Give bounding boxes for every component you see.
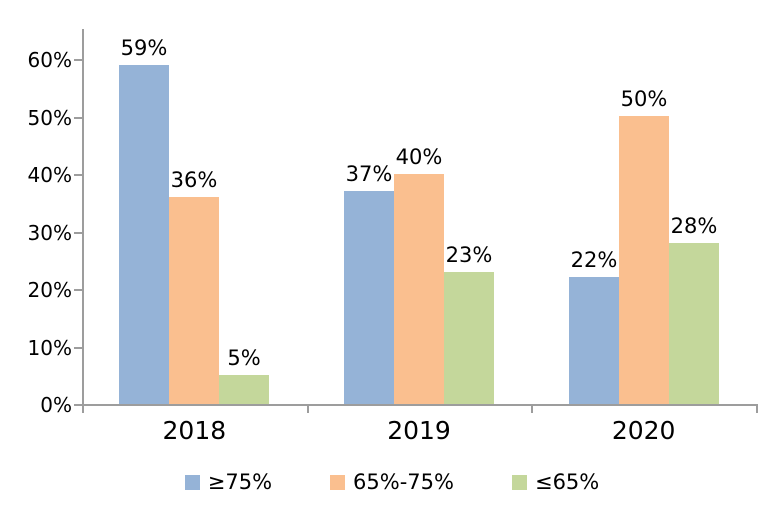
legend-swatch bbox=[330, 474, 346, 490]
legend-item-series2: 65%-75% bbox=[330, 469, 454, 495]
bar-2018-series3 bbox=[219, 375, 269, 404]
y-tick bbox=[74, 404, 82, 406]
y-tick bbox=[74, 116, 82, 119]
x-category-label: 2020 bbox=[611, 416, 676, 445]
x-category-label: 2018 bbox=[162, 416, 227, 445]
bar-value-label: 28% bbox=[670, 214, 718, 238]
legend-swatch bbox=[511, 474, 527, 490]
bar-2018-series2 bbox=[169, 197, 219, 404]
bar-2018-series1 bbox=[119, 65, 169, 404]
y-tick bbox=[74, 59, 82, 61]
y-tick-label: 10% bbox=[27, 335, 72, 360]
y-tick-label: 60% bbox=[27, 48, 72, 72]
x-tick bbox=[306, 404, 309, 413]
bar-value-label: 36% bbox=[170, 168, 218, 192]
y-tick bbox=[74, 346, 82, 349]
legend-label: 65%-75% bbox=[353, 470, 454, 494]
y-tick-label: 30% bbox=[27, 220, 72, 245]
bar-value-label: 22% bbox=[570, 248, 618, 272]
x-axis-line bbox=[82, 404, 758, 406]
bar-value-label: 37% bbox=[345, 162, 393, 186]
y-tick bbox=[74, 174, 82, 176]
bar-value-label: 50% bbox=[620, 87, 668, 111]
bar-2020-series2 bbox=[619, 116, 669, 404]
bar-2020-series3 bbox=[669, 243, 719, 404]
bar-value-label: 5% bbox=[227, 346, 261, 370]
legend: ≥75% 65%-75% ≤65% bbox=[0, 466, 784, 498]
legend-label: ≤65% bbox=[534, 470, 600, 494]
y-tick-label: 0% bbox=[40, 393, 72, 417]
legend-item-series1: ≥75% bbox=[184, 469, 273, 495]
bar-2019-series2 bbox=[394, 174, 444, 404]
y-axis-line bbox=[82, 29, 84, 413]
bar-value-label: 23% bbox=[445, 243, 493, 267]
bar-2020-series1 bbox=[569, 277, 619, 404]
bar-value-label: 40% bbox=[395, 145, 443, 169]
bar-2019-series1 bbox=[344, 191, 394, 404]
x-tick bbox=[531, 404, 534, 413]
legend-label: ≥75% bbox=[207, 470, 273, 494]
y-tick bbox=[74, 289, 82, 291]
bar-value-label: 59% bbox=[120, 36, 168, 60]
y-tick bbox=[74, 231, 82, 234]
y-tick-label: 50% bbox=[27, 105, 72, 130]
y-tick-label: 20% bbox=[27, 278, 72, 302]
legend-swatch bbox=[184, 474, 200, 490]
legend-item-series3: ≤65% bbox=[511, 469, 600, 495]
bar-2019-series3 bbox=[444, 272, 494, 404]
y-tick-label: 40% bbox=[27, 163, 72, 187]
x-category-label: 2019 bbox=[387, 416, 451, 445]
x-tick bbox=[756, 404, 758, 413]
